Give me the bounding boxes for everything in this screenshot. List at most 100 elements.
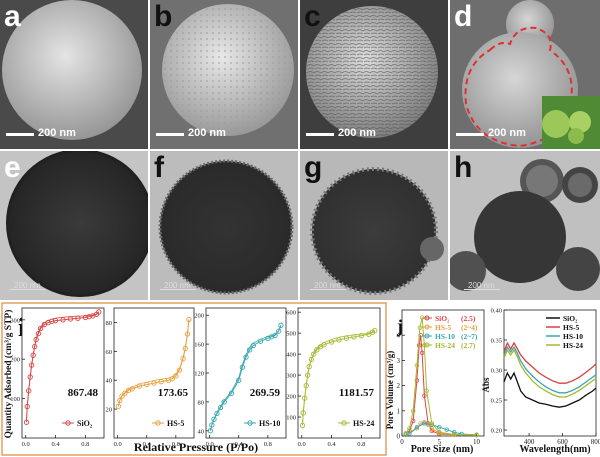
scale-bar-c — [306, 133, 334, 136]
y-tick-label: 3 — [397, 357, 401, 365]
isotherm-frame — [113, 307, 195, 439]
pore-point — [403, 431, 408, 436]
isotherm-point — [169, 376, 175, 382]
y-tick-label: 0 — [397, 433, 401, 441]
y-tick-label: 100 — [10, 396, 20, 403]
tem-scale-text-f: 200 nm — [164, 281, 191, 290]
x-tick-label: 0.0 — [298, 441, 306, 448]
isotherm-point — [321, 342, 327, 348]
isotherm-point — [184, 331, 191, 337]
y-tick-label: 60 — [106, 349, 113, 356]
tem-scale-text-h: 200 nm — [468, 281, 495, 290]
panel-i-subplots: 100 200 300 0.0 0.4 0.8 867.48 SiO₂ 20 40 60 80 0.0 0… — [10, 307, 381, 448]
isotherm-point — [303, 382, 309, 389]
y-tick-label: 0.20 — [491, 428, 502, 435]
pore-point — [437, 430, 442, 435]
legend-swatch-marker — [424, 333, 430, 339]
legend-note: (2.5) — [461, 314, 476, 323]
pore-point — [414, 378, 420, 383]
pore-point — [414, 424, 420, 430]
pore-point — [429, 421, 435, 426]
pore-point — [410, 408, 416, 413]
tem-panel-f: f 200 nm — [150, 151, 298, 300]
panel-label-c: c — [304, 0, 321, 33]
sem-panel-a: a 200 nm — [0, 0, 148, 149]
panel-i-xlabel: Relative Pressure (P/Po) — [134, 440, 258, 454]
tem-image-h — [450, 151, 600, 300]
y-tick-label: 100 — [286, 415, 296, 422]
isotherm-point — [250, 342, 256, 349]
x-tick-label: 0.4 — [143, 441, 152, 448]
isotherm-point — [221, 399, 227, 405]
legend-swatch-marker — [424, 324, 430, 330]
panel-k-xlabel: Wavelength(nm) — [519, 444, 590, 455]
x-tick-label: 400 — [524, 438, 535, 446]
isotherm-point — [328, 339, 335, 345]
pore-point — [422, 393, 427, 398]
legend-swatch-marker — [424, 342, 430, 348]
scale-bar-a — [6, 133, 34, 136]
legend-swatch-marker — [247, 420, 253, 426]
isotherm-point — [302, 395, 308, 401]
isotherm-point — [119, 393, 125, 399]
isotherm-point — [243, 354, 249, 360]
x-tick-label: 5 — [438, 438, 442, 446]
isotherm-point — [236, 377, 242, 383]
legend-label: HS-10 — [563, 332, 583, 341]
bet-value: 1181.57 — [339, 387, 375, 399]
isotherm-frame — [21, 307, 105, 439]
isotherm-point — [37, 325, 44, 332]
pore-point — [416, 343, 422, 348]
isotherm-point — [24, 403, 30, 410]
tem-scale-bar-f — [160, 289, 196, 290]
x-tick-label: 10 — [473, 438, 481, 446]
x-tick-label: 0.0 — [114, 441, 122, 448]
sem-image-c — [300, 0, 448, 149]
isotherm-point — [86, 314, 92, 320]
panel-i-frame — [1, 302, 387, 456]
tem-scale-bar-e — [10, 289, 46, 290]
y-tick-label: 300 — [10, 317, 20, 324]
uv-line — [503, 371, 597, 408]
pore-point — [422, 421, 427, 426]
panel-label-d: d — [454, 0, 473, 33]
x-tick-label: 800 — [591, 438, 600, 446]
tem-scale-text-g: 200 nm — [314, 281, 341, 290]
x-tick-label: 0.4 — [327, 441, 336, 448]
isotherm-point — [217, 405, 224, 411]
tem-scale-text-e: 200 nm — [14, 281, 41, 290]
isotherm-point — [26, 388, 32, 394]
y-tick-label: 40 — [106, 378, 113, 385]
pore-point — [419, 350, 425, 356]
y-tick-label: 300 — [286, 373, 296, 380]
isotherm-point — [306, 364, 312, 370]
y-tick-label: 80 — [198, 399, 205, 406]
legend-label: HS-5 — [167, 419, 184, 428]
panel-label-e: e — [4, 151, 21, 184]
isotherm-point — [305, 372, 311, 378]
isotherm-point — [278, 322, 284, 328]
isotherm-point — [60, 317, 66, 323]
isotherm-point — [49, 318, 55, 325]
isotherm-point — [308, 356, 315, 363]
isotherm-point — [27, 374, 33, 380]
isotherm-point — [176, 367, 183, 373]
isotherm-point — [182, 345, 188, 352]
panel-label-f: f — [154, 151, 164, 184]
isotherm-point — [372, 327, 378, 334]
isotherm-point — [313, 347, 320, 353]
y-tick-label: 0.25 — [491, 398, 502, 405]
isotherm-point — [136, 383, 143, 389]
scale-bar-b — [156, 133, 184, 136]
panel-label-h: h — [454, 151, 473, 184]
isotherm-point — [52, 317, 59, 324]
tem-image-e — [0, 151, 148, 300]
y-tick-label: 120 — [194, 371, 204, 378]
scale-text-d: 200 nm — [488, 127, 526, 139]
sem-image-b — [150, 0, 298, 149]
pore-point — [419, 315, 425, 320]
bet-value: 269.59 — [250, 387, 281, 399]
pore-point — [437, 424, 442, 430]
sem-image-d — [450, 0, 600, 149]
legend-swatch-marker — [65, 420, 71, 426]
